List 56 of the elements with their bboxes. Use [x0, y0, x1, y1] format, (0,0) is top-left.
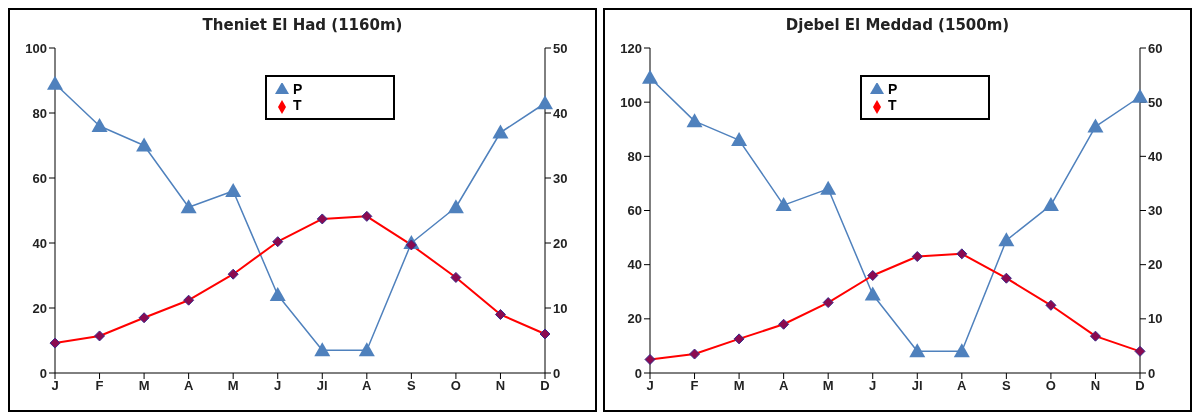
y2-tick-label: 50 [1148, 94, 1163, 110]
x-tick-label: A [183, 378, 194, 394]
x-tick-label: M [822, 378, 834, 394]
x-tick-label: S [1002, 378, 1012, 394]
y-tick-label: 0 [634, 365, 642, 381]
y2-tick-label: 20 [1148, 257, 1163, 273]
legend-label: P [293, 81, 303, 97]
x-tick-label: J [646, 378, 654, 394]
x-tick-label: N [1090, 378, 1101, 394]
y2-tick-label: 20 [553, 235, 568, 251]
chart-title: Djebel El Meddad (1500m) [784, 15, 1011, 36]
y2-tick-label: 0 [553, 365, 561, 381]
x-tick-label: J [51, 378, 59, 394]
x-tick-label: O [450, 378, 461, 394]
y2-tick-label: 30 [1148, 203, 1163, 219]
y2-tick-label: 50 [553, 40, 568, 56]
x-tick-label: A [362, 378, 373, 394]
y-tick-label: 80 [32, 105, 47, 121]
y-tick-label: 60 [627, 203, 642, 219]
y2-tick-label: 30 [553, 170, 568, 186]
x-tick-label: A [957, 378, 968, 394]
x-tick-label: M [227, 378, 239, 394]
y-tick-label: 20 [627, 311, 642, 327]
x-tick-label: Jl [316, 378, 328, 394]
x-tick-label: A [778, 378, 789, 394]
y2-tick-label: 40 [1148, 148, 1163, 164]
y2-tick-label: 60 [1148, 40, 1163, 56]
x-tick-label: M [733, 378, 745, 394]
y-tick-label: 100 [25, 40, 47, 56]
x-tick-label: O [1045, 378, 1056, 394]
x-tick-label: S [407, 378, 417, 394]
y2-tick-label: 40 [553, 105, 568, 121]
y-tick-label: 20 [32, 300, 47, 316]
x-tick-label: Jl [911, 378, 923, 394]
x-tick-label: D [540, 378, 550, 394]
y-tick-label: 40 [32, 235, 47, 251]
legend-label: P [888, 81, 898, 97]
legend-label: T [293, 97, 302, 114]
y-tick-label: 0 [39, 365, 47, 381]
x-tick-label: F [690, 378, 699, 394]
x-tick-label: F [95, 378, 104, 394]
y-tick-label: 120 [620, 40, 642, 56]
x-tick-label: J [274, 378, 282, 394]
x-tick-label: D [1135, 378, 1145, 394]
x-tick-label: J [869, 378, 877, 394]
legend-label: T [888, 97, 897, 114]
y-tick-label: 80 [627, 148, 642, 164]
y2-tick-label: 0 [1148, 365, 1156, 381]
y-tick-label: 100 [620, 94, 642, 110]
y2-tick-label: 10 [1148, 311, 1163, 327]
chart-title: Theniet El Had (1160m) [201, 15, 404, 36]
y-tick-label: 40 [627, 257, 642, 273]
x-tick-label: N [495, 378, 506, 394]
y-tick-label: 60 [32, 170, 47, 186]
x-tick-label: M [138, 378, 150, 394]
y2-tick-label: 10 [553, 300, 568, 316]
